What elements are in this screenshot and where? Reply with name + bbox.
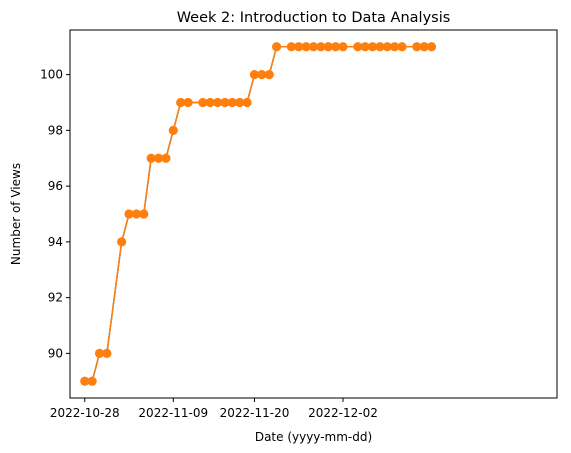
y-tick-label: 94	[48, 235, 63, 249]
data-point	[146, 153, 156, 163]
data-point	[87, 376, 97, 386]
data-point	[367, 42, 378, 52]
data-point	[168, 125, 178, 135]
data-point	[131, 209, 142, 219]
data-point	[220, 97, 230, 108]
data-point	[375, 42, 385, 52]
data-point	[117, 237, 127, 247]
y-tick-label: 98	[48, 123, 63, 137]
data-point	[308, 42, 319, 52]
data-point	[360, 42, 370, 52]
data-point	[353, 42, 363, 52]
chart-title: Week 2: Introduction to Data Analysis	[177, 10, 451, 26]
data-point	[257, 70, 267, 80]
x-axis: 2022-10-28 2022-11-09 2022-11-20 2022-12-02	[50, 398, 378, 420]
data-point	[419, 42, 429, 52]
data-point	[382, 42, 392, 52]
y-axis: 90 92 94 96 98 100	[40, 68, 70, 360]
axes-frame	[69, 29, 558, 399]
data-point	[153, 153, 164, 163]
y-axis-title: Number of Views	[9, 163, 23, 265]
y-tick-label: 100	[40, 68, 63, 82]
data-point	[397, 42, 407, 52]
x-tick-label: 2022-12-02	[308, 406, 378, 420]
x-axis-title: Date (yyyy-mm-dd)	[255, 430, 372, 444]
data-point	[249, 70, 260, 80]
data-point	[294, 42, 304, 52]
data-point	[235, 97, 245, 108]
data-point	[212, 97, 223, 108]
data-point	[80, 376, 90, 386]
data-point	[338, 42, 348, 52]
data-point	[426, 42, 437, 52]
data-point	[139, 209, 149, 219]
data-point	[264, 70, 274, 80]
data-point	[183, 97, 193, 108]
data-point	[390, 42, 400, 52]
x-tick-label: 2022-11-20	[220, 406, 290, 420]
y-tick-label: 90	[48, 346, 63, 360]
plot-area	[80, 42, 437, 386]
data-point	[205, 97, 215, 108]
data-point	[242, 97, 252, 108]
y-tick-label: 92	[48, 291, 63, 305]
y-tick-label: 96	[48, 179, 63, 193]
data-point	[412, 42, 422, 52]
x-tick-label: 2022-10-28	[50, 406, 120, 420]
data-point	[94, 348, 105, 358]
data-point	[323, 42, 333, 52]
data-point	[301, 42, 311, 52]
data-point	[176, 97, 186, 108]
data-point	[102, 348, 112, 358]
data-point	[161, 153, 171, 163]
data-point	[286, 42, 296, 52]
data-point	[331, 42, 341, 52]
x-tick-label: 2022-11-09	[138, 406, 208, 420]
data-point	[316, 42, 326, 52]
data-point	[198, 97, 208, 108]
data-point	[227, 97, 237, 108]
data-point	[124, 209, 134, 219]
data-point	[272, 42, 282, 52]
